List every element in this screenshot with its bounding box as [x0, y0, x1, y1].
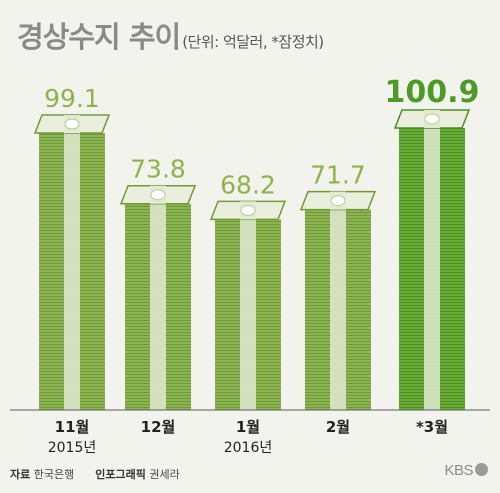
bill-seal	[330, 195, 346, 207]
bill-seal	[150, 189, 166, 201]
category-label: 2월	[326, 418, 350, 436]
value-label: 100.9	[385, 75, 480, 110]
chart-title: 경상수지 추이 (단위: 억달러, *잠정치)	[17, 14, 324, 56]
kbs-logo: KBS	[444, 462, 488, 479]
bar-group: 68.2 1월 2016년	[209, 170, 287, 456]
bar-group: 71.7 2월	[299, 161, 377, 436]
kbs-logo-mark	[475, 463, 488, 476]
source-text: 한국은행	[33, 468, 75, 481]
year-label: 2015년	[48, 440, 97, 456]
bill-seal	[424, 113, 440, 125]
value-label: 73.8	[130, 155, 186, 184]
bar-group: 99.1 11월 2015년	[33, 84, 111, 456]
category-label: 11월	[55, 418, 90, 436]
value-label: 99.1	[44, 84, 100, 113]
bar-group: 100.9 *3월	[385, 75, 480, 436]
category-label: *3월	[416, 418, 448, 436]
bill-seal	[240, 204, 256, 216]
category-label: 1월	[236, 418, 260, 436]
value-label: 68.2	[220, 170, 276, 199]
source-credit: 자료 한국은행 인포그래픽 권세라	[10, 466, 180, 482]
bar-band	[64, 133, 80, 411]
author-text: 권세라	[149, 468, 180, 481]
chart-title-unit: (단위: 억달러, *잠정치)	[182, 33, 324, 51]
chart-title-main: 경상수지 추이	[17, 20, 181, 54]
kbs-logo-text: KBS	[444, 462, 473, 479]
bill-seal	[64, 118, 80, 130]
bar-band	[330, 209, 346, 410]
value-label: 71.7	[310, 161, 366, 190]
category-label: 12월	[141, 418, 176, 436]
bar-band	[150, 203, 166, 410]
source-label: 자료	[10, 468, 31, 481]
bar-band	[424, 128, 440, 410]
year-label: 2016년	[224, 440, 273, 456]
graphic-label: 인포그래픽	[95, 468, 146, 481]
bar-group: 73.8 12월	[119, 155, 197, 436]
bar-band	[240, 219, 256, 410]
